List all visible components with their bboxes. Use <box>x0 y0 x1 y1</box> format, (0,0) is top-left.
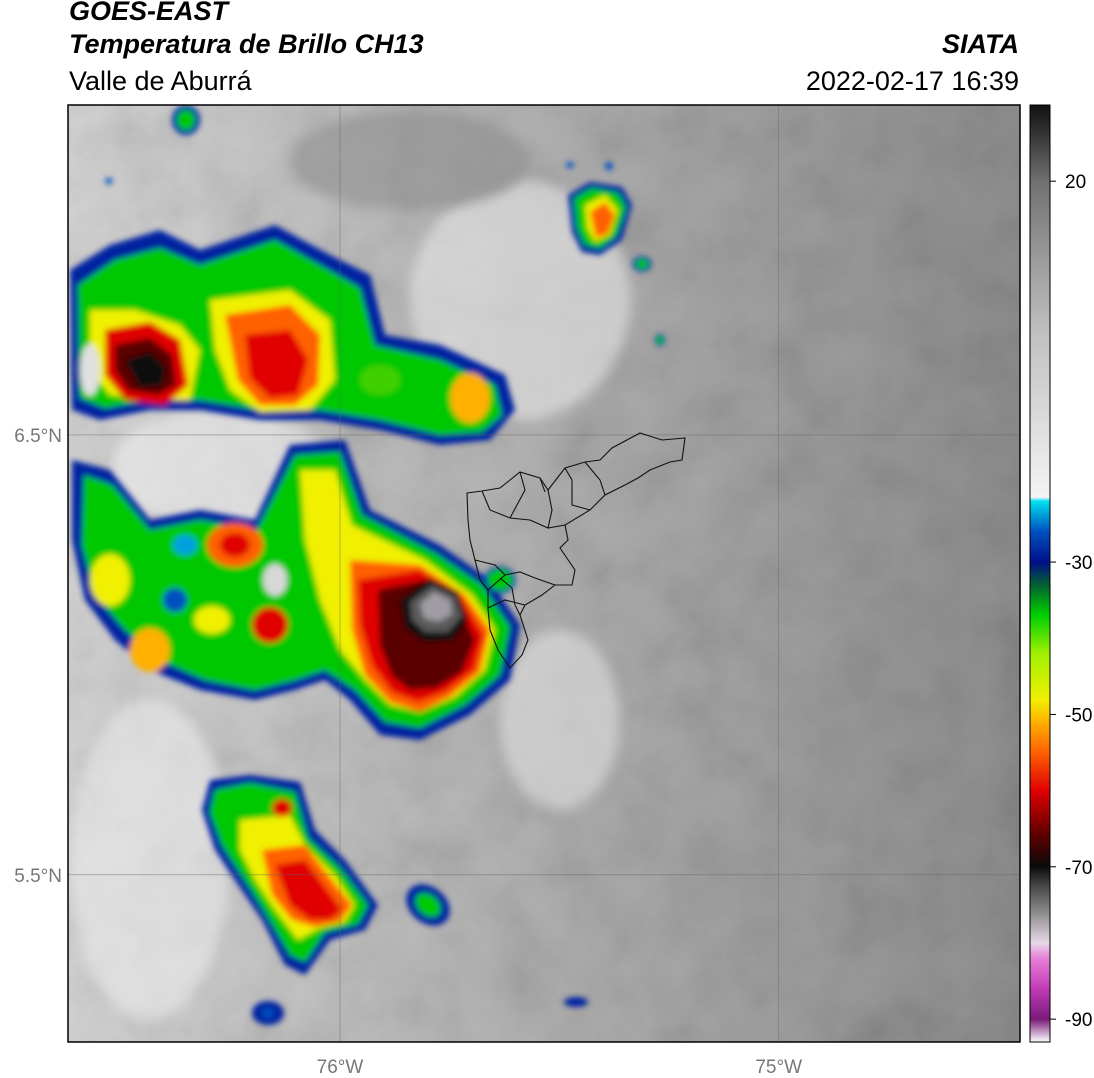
title-satellite: GOES-EAST <box>69 0 229 26</box>
cold-cloud-haze <box>70 110 630 1020</box>
lat-label: 5.5°N <box>14 866 62 887</box>
colorbar-tick-label: -70 <box>1065 858 1092 879</box>
cell-top-left <box>105 105 200 184</box>
map-frame <box>67 104 1021 1043</box>
map-gridlines <box>68 105 1020 1042</box>
title-region: Valle de Aburrá <box>69 66 252 96</box>
colorbar-ticks: 20 -30 -50 -70 -90 <box>1050 172 1092 1031</box>
colorbar <box>1029 104 1051 1043</box>
lat-label: 6.5°N <box>14 426 62 447</box>
title-product: Temperatura de Brillo CH13 <box>69 29 424 59</box>
lon-label: 75°W <box>755 1057 802 1078</box>
municipal-boundaries <box>466 432 686 669</box>
map-area[interactable] <box>68 105 1020 1042</box>
colorbar-tick-label: -50 <box>1065 705 1092 726</box>
cell-northwest <box>70 225 515 445</box>
organization-label: SIATA <box>942 29 1019 59</box>
timestamp-label: 2022-02-17 16:39 <box>805 66 1019 96</box>
colorbar-tick-label: -90 <box>1065 1010 1092 1031</box>
lon-label: 76°W <box>317 1057 364 1078</box>
axis-labels: 76°W 75°W 6.5°N 5.5°N <box>14 426 802 1078</box>
colorbar-tick-label: 20 <box>1065 172 1086 193</box>
cell-northeast <box>566 162 665 346</box>
cell-central <box>72 440 520 740</box>
colorbar-tick-label: -30 <box>1065 553 1092 574</box>
